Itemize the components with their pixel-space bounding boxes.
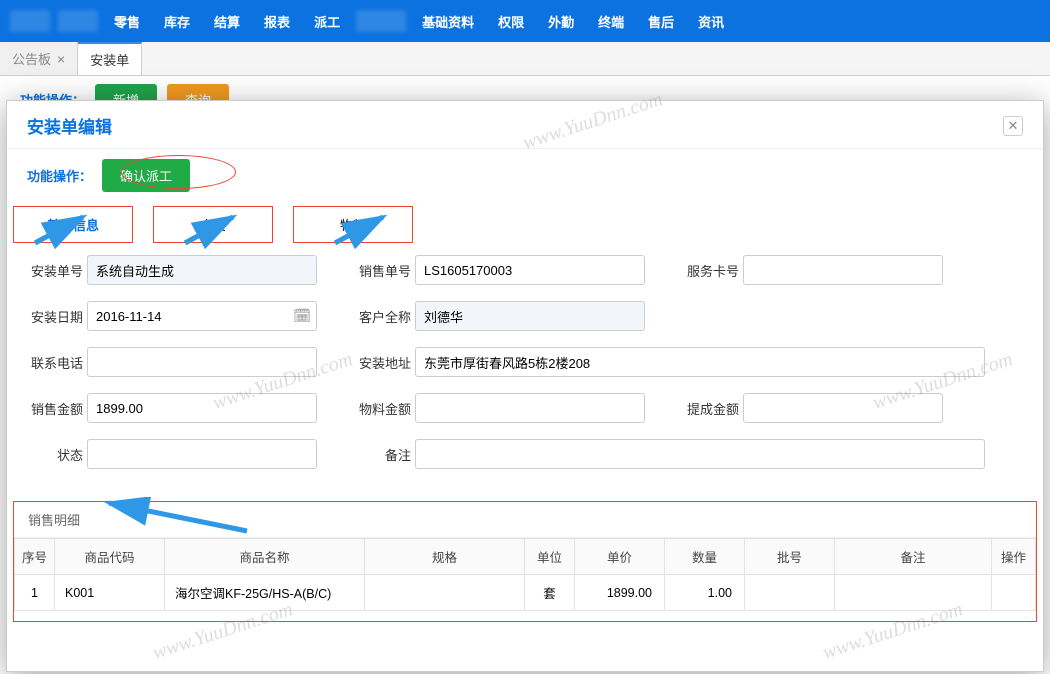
status-input[interactable]	[87, 439, 317, 469]
subtab-material[interactable]: 物料	[293, 206, 413, 243]
installno-input[interactable]	[87, 255, 317, 285]
cell-qty: 1.00	[665, 575, 745, 611]
label-address: 安装地址	[345, 353, 411, 372]
nav-item[interactable]: 权限	[490, 8, 532, 35]
label-status: 状态	[17, 445, 83, 464]
modal-subtabs: 基本信息 人员 物料	[13, 206, 1043, 243]
modal-title: 安装单编辑	[27, 113, 112, 138]
th-idx: 序号	[15, 539, 55, 575]
tab-install[interactable]: 安装单	[78, 42, 142, 75]
nav-item[interactable]: 资讯	[690, 8, 732, 35]
th-op: 操作	[992, 539, 1036, 575]
nav-item[interactable]: 基础资料	[414, 8, 482, 35]
close-icon[interactable]: ×	[57, 51, 65, 67]
modal-header: 安装单编辑 ✕	[7, 101, 1043, 149]
install-edit-modal: 安装单编辑 ✕ 功能操作： 确认派工 基本信息 人员 物料 安装单号 销售单号 …	[6, 100, 1044, 672]
cell-spec	[365, 575, 525, 611]
label-phone: 联系电话	[17, 353, 83, 372]
tab-label: 安装单	[90, 50, 129, 69]
label-saleamt: 销售金额	[17, 399, 83, 418]
th-spec: 规格	[365, 539, 525, 575]
th-remark: 备注	[835, 539, 992, 575]
phone-input[interactable]	[87, 347, 317, 377]
subtab-person[interactable]: 人员	[153, 206, 273, 243]
installdate-input[interactable]	[87, 301, 317, 331]
th-unit: 单位	[525, 539, 575, 575]
nav-item[interactable]: 结算	[206, 8, 248, 35]
label-matamt: 物料金额	[345, 399, 411, 418]
sales-detail-box: 销售明细 序号 商品代码 商品名称 规格 单位 单价 数量 批号 备注 操作 1…	[13, 501, 1037, 622]
label-customer: 客户全称	[345, 307, 411, 326]
nav-blur	[58, 10, 98, 32]
label-installdate: 安装日期	[17, 307, 83, 326]
label-installno: 安装单号	[17, 261, 83, 280]
sales-detail-table: 序号 商品代码 商品名称 规格 单位 单价 数量 批号 备注 操作 1 K001…	[14, 538, 1036, 611]
nav-blur	[10, 10, 50, 32]
bonusamt-input[interactable]	[743, 393, 943, 423]
cell-price: 1899.00	[575, 575, 665, 611]
cell-name: 海尔空调KF-25G/HS-A(B/C)	[165, 575, 365, 611]
saleamt-input[interactable]	[87, 393, 317, 423]
tab-label: 公告板	[12, 49, 51, 68]
label-saleno: 销售单号	[345, 261, 411, 280]
label-cardno: 服务卡号	[673, 261, 739, 280]
nav-item[interactable]: 报表	[256, 8, 298, 35]
table-row[interactable]: 1 K001 海尔空调KF-25G/HS-A(B/C) 套 1899.00 1.…	[15, 575, 1036, 611]
cardno-input[interactable]	[743, 255, 943, 285]
th-price: 单价	[575, 539, 665, 575]
form-area: 安装单号 销售单号 服务卡号 安装日期 🗓 客户全称 联系电话 安装地址 销售金…	[7, 243, 1043, 491]
th-name: 商品名称	[165, 539, 365, 575]
nav-blur	[356, 10, 406, 32]
cell-unit: 套	[525, 575, 575, 611]
modal-toolbar: 功能操作： 确认派工	[7, 149, 1043, 206]
saleno-input[interactable]	[415, 255, 645, 285]
detail-title: 销售明细	[14, 502, 1036, 538]
cell-op[interactable]	[992, 575, 1036, 611]
label-bonusamt: 提成金额	[673, 399, 739, 418]
cell-remark	[835, 575, 992, 611]
th-code: 商品代码	[55, 539, 165, 575]
th-batch: 批号	[745, 539, 835, 575]
matamt-input[interactable]	[415, 393, 645, 423]
nav-item[interactable]: 外勤	[540, 8, 582, 35]
subtab-basic[interactable]: 基本信息	[13, 206, 133, 243]
remark-input[interactable]	[415, 439, 985, 469]
top-nav: 零售 库存 结算 报表 派工 基础资料 权限 外勤 终端 售后 资讯	[0, 0, 1050, 42]
nav-item[interactable]: 派工	[306, 8, 348, 35]
op-label: 功能操作：	[27, 166, 92, 185]
nav-item[interactable]: 终端	[590, 8, 632, 35]
document-tabs: 公告板 × 安装单	[0, 42, 1050, 76]
close-icon[interactable]: ✕	[1003, 116, 1023, 136]
cell-idx: 1	[15, 575, 55, 611]
nav-item[interactable]: 售后	[640, 8, 682, 35]
customer-input[interactable]	[415, 301, 645, 331]
cell-batch	[745, 575, 835, 611]
nav-item[interactable]: 库存	[156, 8, 198, 35]
tab-bulletin[interactable]: 公告板 ×	[0, 42, 78, 75]
address-input[interactable]	[415, 347, 985, 377]
th-qty: 数量	[665, 539, 745, 575]
nav-item[interactable]: 零售	[106, 8, 148, 35]
confirm-dispatch-button[interactable]: 确认派工	[102, 159, 190, 192]
label-remark: 备注	[345, 445, 411, 464]
cell-code: K001	[55, 575, 165, 611]
